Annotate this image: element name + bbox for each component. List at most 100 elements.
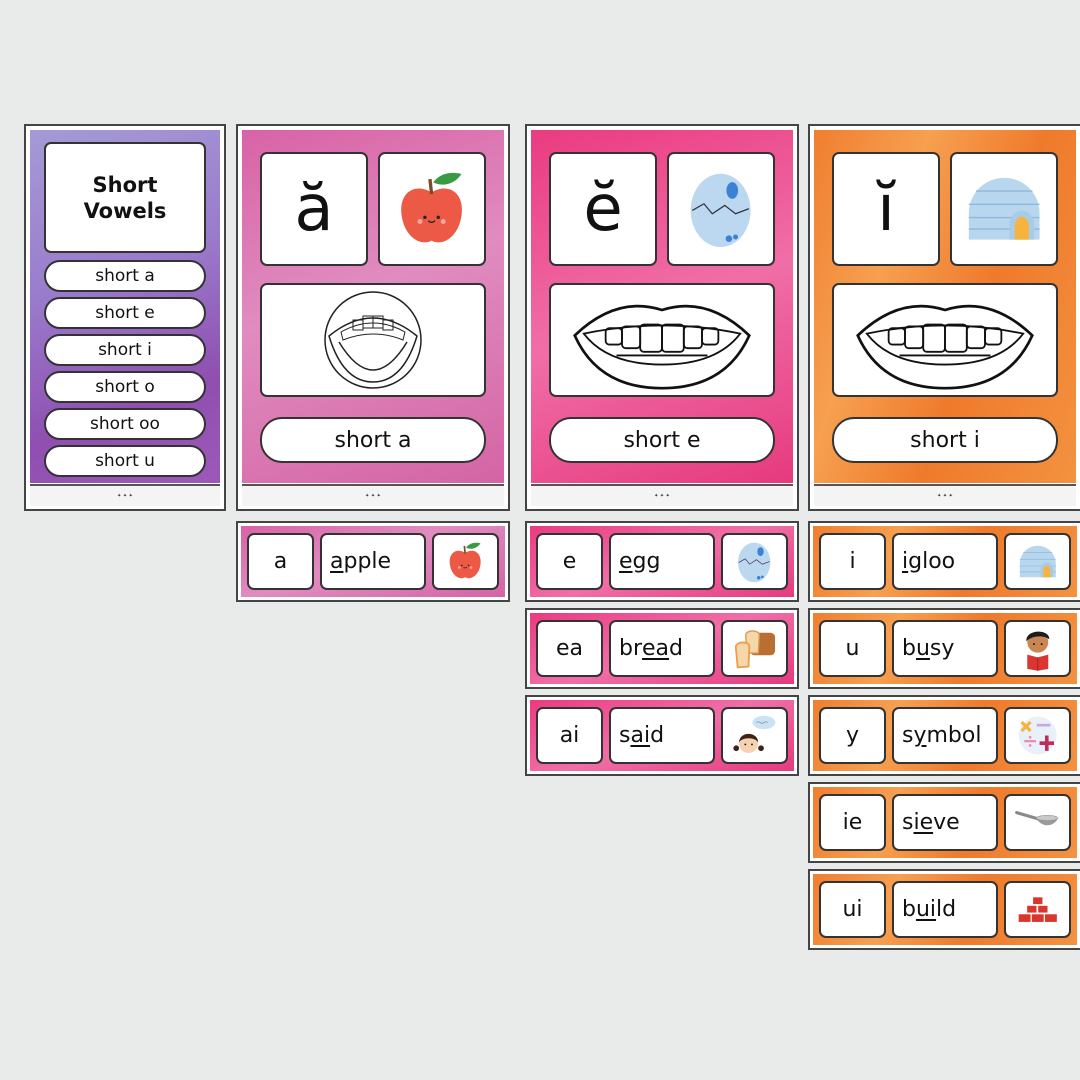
word-strip: u b u sy <box>808 608 1080 689</box>
word-highlighted-letters: u <box>915 636 930 661</box>
word-strip: ui b ui ld <box>808 869 1080 950</box>
open-mouth-icon <box>323 290 423 390</box>
word-prefix: s <box>902 810 914 835</box>
vowel-card: ă short a ✦ ✦ ✦ <box>236 124 510 511</box>
smile-mouth-icon <box>850 290 1040 390</box>
word-strip: ie s ie ve <box>808 782 1080 863</box>
grapheme-box: i <box>819 533 886 590</box>
word-prefix: br <box>619 636 643 661</box>
vowel-list-item[interactable]: short e <box>44 297 206 329</box>
word-suffix: gloo <box>908 549 956 574</box>
picture-box <box>721 707 788 764</box>
word-highlighted-letters: ui <box>915 897 937 922</box>
title-line-1: Short <box>92 172 158 197</box>
word-highlighted-letters: ai <box>630 723 651 748</box>
grapheme-box: u <box>819 620 886 677</box>
word-strip: ea br ea d <box>525 608 799 689</box>
bread-icon <box>723 622 786 675</box>
egg-icon <box>669 154 773 264</box>
boy-reading-icon <box>1006 622 1069 675</box>
word-strip: e e gg <box>525 521 799 602</box>
mouth-box <box>260 283 486 397</box>
vowel-list-item[interactable]: short oo <box>44 408 206 440</box>
word-box: b ui ld <box>892 881 998 938</box>
word-strip: i i gloo <box>808 521 1080 602</box>
word-suffix: gg <box>632 549 661 574</box>
word-box: i gloo <box>892 533 998 590</box>
word-suffix: ve <box>933 810 960 835</box>
footer-logo: ✦ ✦ ✦ <box>242 484 504 506</box>
picture-box <box>432 533 499 590</box>
word-box: br ea d <box>609 620 715 677</box>
vowel-symbol: ĭ <box>832 152 940 266</box>
word-highlighted-letters: e <box>619 549 633 574</box>
smile-mouth-icon <box>567 290 757 390</box>
grapheme-box: ai <box>536 707 603 764</box>
word-highlighted-letters: i <box>902 549 909 574</box>
vowel-card: ĭ short i ✦ ✦ ✦ <box>808 124 1080 511</box>
word-box: e gg <box>609 533 715 590</box>
vowel-list-item[interactable]: short a <box>44 260 206 292</box>
word-highlighted-letters: ea <box>642 636 670 661</box>
word-highlighted-letters: ie <box>913 810 934 835</box>
grapheme-box: e <box>536 533 603 590</box>
sound-label: short e <box>549 417 775 463</box>
mouth-box <box>832 283 1058 397</box>
footer-logo: ✦ ✦ ✦ <box>30 484 220 506</box>
picture-box <box>667 152 775 266</box>
mouth-box <box>549 283 775 397</box>
word-prefix: b <box>902 636 916 661</box>
egg-icon <box>723 535 786 588</box>
grapheme-box: y <box>819 707 886 764</box>
picture-box <box>1004 533 1071 590</box>
word-suffix: ld <box>936 897 957 922</box>
word-prefix: s <box>902 723 914 748</box>
grapheme-box: ea <box>536 620 603 677</box>
footer-logo: ✦ ✦ ✦ <box>531 484 793 506</box>
word-strip: a a pple <box>236 521 510 602</box>
word-suffix: d <box>650 723 665 748</box>
picture-box <box>950 152 1058 266</box>
vowel-card: ĕ short e ✦ ✦ ✦ <box>525 124 799 511</box>
word-prefix: s <box>619 723 631 748</box>
word-box: s ie ve <box>892 794 998 851</box>
word-box: b u sy <box>892 620 998 677</box>
bricks-icon <box>1006 883 1069 936</box>
word-strip: ai s ai d <box>525 695 799 776</box>
word-box: s ai d <box>609 707 715 764</box>
picture-box <box>378 152 486 266</box>
igloo-icon <box>1006 535 1069 588</box>
word-highlighted-letters: y <box>913 723 927 748</box>
picture-box <box>1004 881 1071 938</box>
sound-label: short a <box>260 417 486 463</box>
vowel-list-item[interactable]: short u <box>44 445 206 477</box>
word-strip: y s y mbol <box>808 695 1080 776</box>
girl-speaking-icon <box>723 709 786 762</box>
sound-label: short i <box>832 417 1058 463</box>
picture-box <box>721 620 788 677</box>
word-highlighted-letters: a <box>330 549 344 574</box>
grapheme-box: ie <box>819 794 886 851</box>
apple-icon <box>380 154 484 264</box>
vowel-symbol: ă <box>260 152 368 266</box>
word-suffix: sy <box>929 636 955 661</box>
vowel-list-item[interactable]: short o <box>44 371 206 403</box>
word-prefix: b <box>902 897 916 922</box>
word-suffix: mbol <box>926 723 982 748</box>
picture-box <box>1004 794 1071 851</box>
picture-box <box>1004 707 1071 764</box>
grapheme-box: a <box>247 533 314 590</box>
picture-box <box>1004 620 1071 677</box>
word-box: s y mbol <box>892 707 998 764</box>
footer-logo: ✦ ✦ ✦ <box>814 484 1076 506</box>
math-symbols-icon <box>1006 709 1069 762</box>
sieve-icon <box>1006 796 1069 849</box>
header-title: Short Vowels <box>44 142 206 253</box>
vowel-list-item[interactable]: short i <box>44 334 206 366</box>
apple-icon <box>434 535 497 588</box>
vowel-symbol: ĕ <box>549 152 657 266</box>
header-card: Short Vowels short a short e short i short … <box>24 124 226 511</box>
picture-box <box>721 533 788 590</box>
word-suffix: d <box>669 636 684 661</box>
word-suffix: pple <box>343 549 392 574</box>
